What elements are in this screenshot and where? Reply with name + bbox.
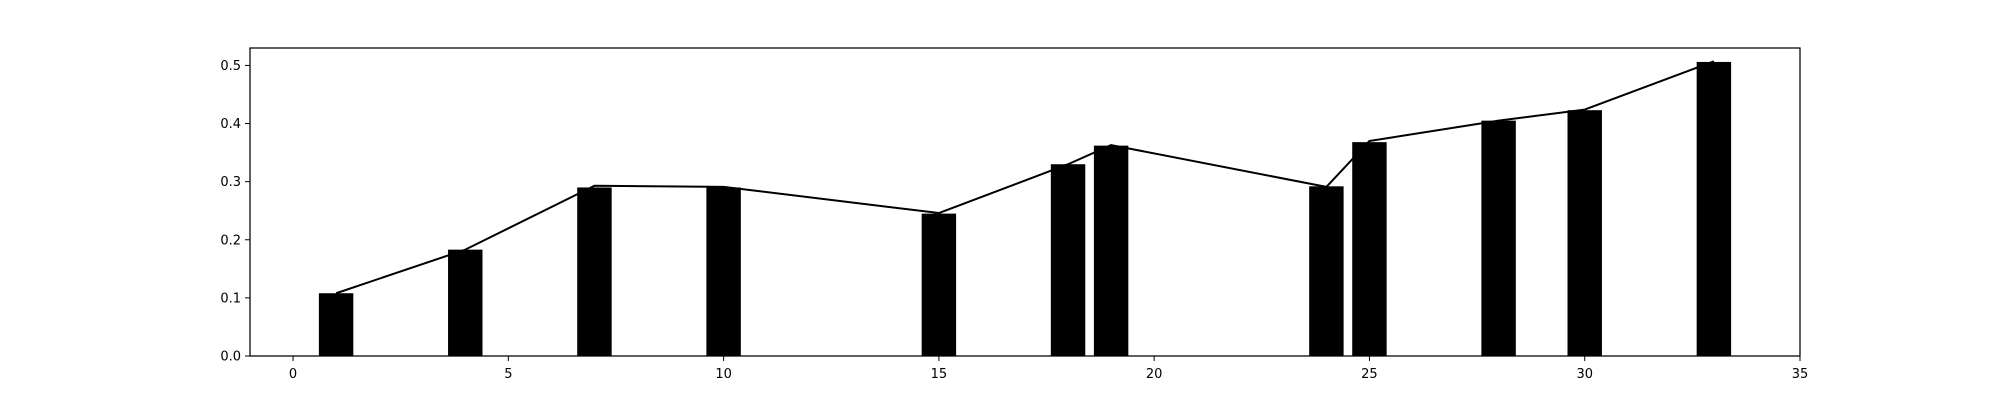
bar <box>1309 186 1344 356</box>
bar <box>1567 110 1602 357</box>
x-axis-ticks: 0 5 10 15 20 25 30 35 <box>289 356 1808 382</box>
x-tick-label: 20 <box>1146 367 1163 382</box>
y-axis-ticks: 0.0 0.1 0.2 0.3 0.4 0.5 <box>220 59 250 365</box>
bar <box>577 187 612 356</box>
bar <box>706 187 741 356</box>
bar <box>448 249 483 356</box>
axes-layer <box>249 47 1801 357</box>
line-layer <box>335 60 1715 295</box>
y-tick-label: 0.0 <box>220 350 241 365</box>
y-tick-label: 0.4 <box>220 117 241 132</box>
x-tick-label: 25 <box>1361 367 1378 382</box>
x-tick-label: 0 <box>289 367 297 382</box>
x-tick-label: 10 <box>715 367 732 382</box>
series-line <box>335 60 1715 295</box>
y-tick-label: 0.5 <box>220 59 241 74</box>
bar <box>318 293 354 356</box>
y-tick-label: 0.2 <box>220 233 241 248</box>
plot-frame <box>249 47 1801 357</box>
bar <box>1481 120 1516 356</box>
y-tick-label: 0.3 <box>220 175 241 190</box>
y-tick-label: 0.1 <box>220 291 241 306</box>
bar <box>1093 145 1129 356</box>
bar <box>1696 61 1732 356</box>
bar <box>921 213 957 356</box>
x-tick-label: 15 <box>931 367 948 382</box>
x-tick-label: 30 <box>1576 367 1593 382</box>
bar <box>1352 142 1387 356</box>
plot-area <box>250 48 1800 356</box>
bars-layer <box>318 61 1732 357</box>
x-tick-label: 5 <box>504 367 512 382</box>
bar <box>1050 164 1086 356</box>
x-tick-label: 35 <box>1792 367 1809 382</box>
